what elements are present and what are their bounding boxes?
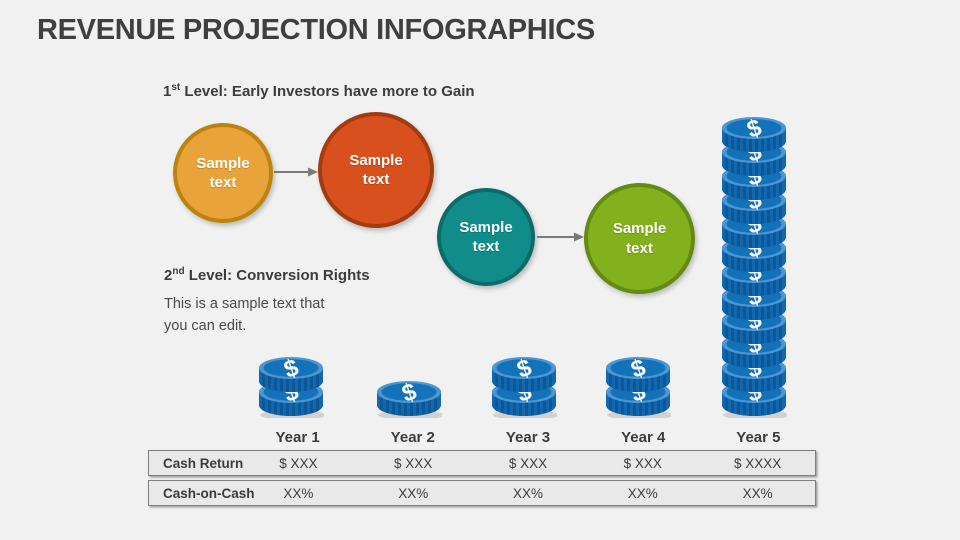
cash-return-row-label: Cash Return: [163, 455, 244, 471]
label-line-1: Sample: [196, 154, 250, 172]
cash-on-cash-year-3: XX%: [512, 485, 543, 501]
year-label-2: Year 2: [390, 428, 435, 446]
year-label-3: Year 3: [505, 428, 551, 446]
sample-note: This is a sample text that you can edit.: [164, 293, 324, 338]
level1-text: Level: Early Investors have more to Gain: [180, 83, 475, 100]
level2-ordinal-suffix: nd: [172, 266, 185, 277]
coin-stack-graphic: $ $: [606, 354, 673, 420]
year-labels-row: Year 1 Year 2 Year 3 Year 4 Year 5: [148, 426, 816, 448]
year-label-4: Year 4: [621, 428, 666, 446]
level2-heading: 2nd Level: Conversion Rights: [164, 266, 370, 284]
cash-on-cash-year-2: XX%: [398, 485, 429, 501]
label-line-2: text: [626, 239, 653, 257]
cash-return-year-2: $ XXX: [394, 455, 433, 471]
coin-stack-graphic: $: [377, 378, 444, 420]
label-line-2: text: [209, 174, 237, 191]
step-circle-3-label: Sample text: [459, 218, 512, 257]
cash-return-row: Cash Return $ XXX $ XXX $ XXX $ XXX $ XX…: [148, 450, 816, 476]
cash-on-cash-year-1: XX%: [283, 485, 314, 501]
cash-return-year-5: $ XXXX: [733, 455, 782, 471]
coin-stack-graphic: $ $ $ $ $ $: [722, 114, 789, 420]
step-circle-1: Sample text: [173, 123, 273, 223]
year-label-1: Year 1: [275, 428, 320, 446]
cash-on-cash-row: Cash-on-Cash XX% XX% XX% XX% XX%: [148, 480, 816, 506]
cash-on-cash-year-4: XX%: [627, 485, 658, 501]
coin-stack-year-4: $ $: [605, 354, 673, 420]
coin-stack-graphic: $ $: [492, 354, 559, 420]
cash-return-year-4: $ XXX: [623, 455, 662, 471]
step-circle-4: Sample text: [584, 183, 695, 294]
cash-return-year-1: $ XXX: [279, 455, 318, 471]
step-circle-4-label: Sample text: [613, 219, 666, 258]
note-line-1: This is a sample text that: [164, 296, 325, 312]
coin-stack-year-5: $ $ $ $ $ $: [721, 114, 789, 420]
cash-on-cash-row-label: Cash-on-Cash: [163, 485, 255, 501]
coin-stack-year-1: $ $: [258, 354, 326, 420]
cash-on-cash-year-5: XX%: [742, 485, 773, 501]
coin-stack-year-3: $ $: [491, 354, 559, 420]
step-circle-1-label: Sample text: [196, 154, 249, 193]
year-label-5: Year 5: [736, 428, 781, 446]
label-line-1: Sample: [459, 218, 513, 236]
level2-text: Level: Conversion Rights: [184, 267, 370, 284]
coin-stack-graphic: $ $: [259, 354, 326, 420]
step-circle-3: Sample text: [437, 188, 535, 286]
label-line-1: Sample: [612, 220, 667, 237]
note-line-2: you can edit.: [164, 318, 247, 335]
label-line-1: Sample: [349, 151, 403, 169]
step-circle-2-label: Sample text: [349, 151, 402, 190]
label-line-2: text: [362, 171, 390, 188]
cash-return-year-3: $ XXX: [508, 455, 548, 471]
level1-number: 1: [163, 83, 172, 100]
level1-ordinal-suffix: st: [171, 82, 181, 93]
level1-heading: 1st Level: Early Investors have more to …: [163, 82, 475, 100]
connector-arrow-2: [537, 232, 584, 242]
step-circle-2: Sample text: [318, 112, 434, 228]
connector-arrow-1: [274, 167, 318, 177]
label-line-2: text: [472, 238, 500, 255]
coin-stack-year-2: $: [376, 378, 444, 420]
level2-number: 2: [164, 267, 173, 284]
page-title: REVENUE PROJECTION INFOGRAPHICS: [37, 14, 595, 46]
